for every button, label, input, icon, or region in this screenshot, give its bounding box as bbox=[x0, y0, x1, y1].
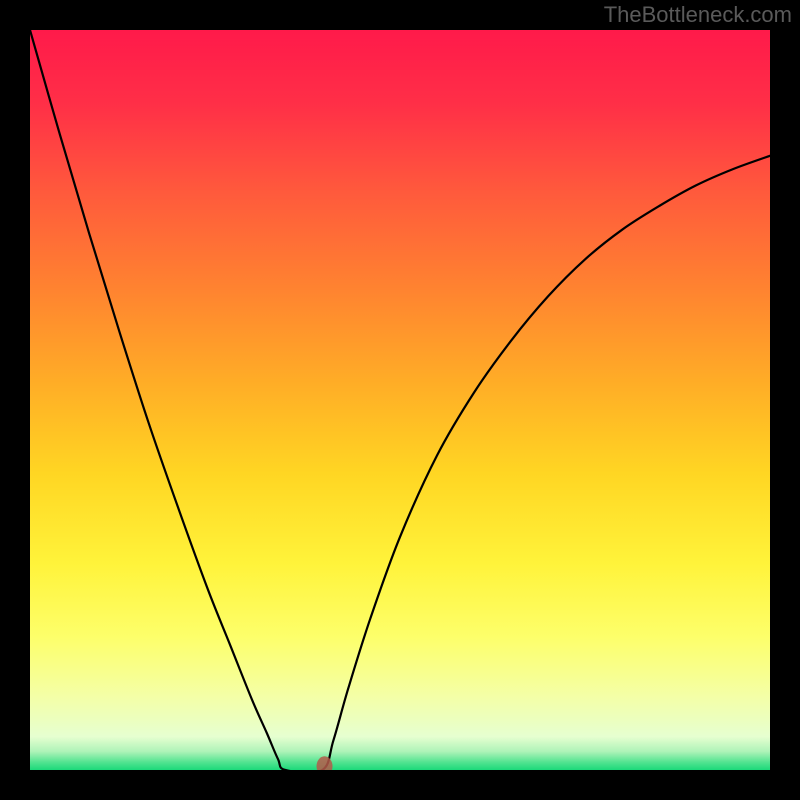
watermark-text: TheBottleneck.com bbox=[604, 2, 792, 28]
curve-path bbox=[30, 30, 770, 770]
bottleneck-curve bbox=[30, 30, 770, 770]
chart-plot-area bbox=[30, 30, 770, 770]
